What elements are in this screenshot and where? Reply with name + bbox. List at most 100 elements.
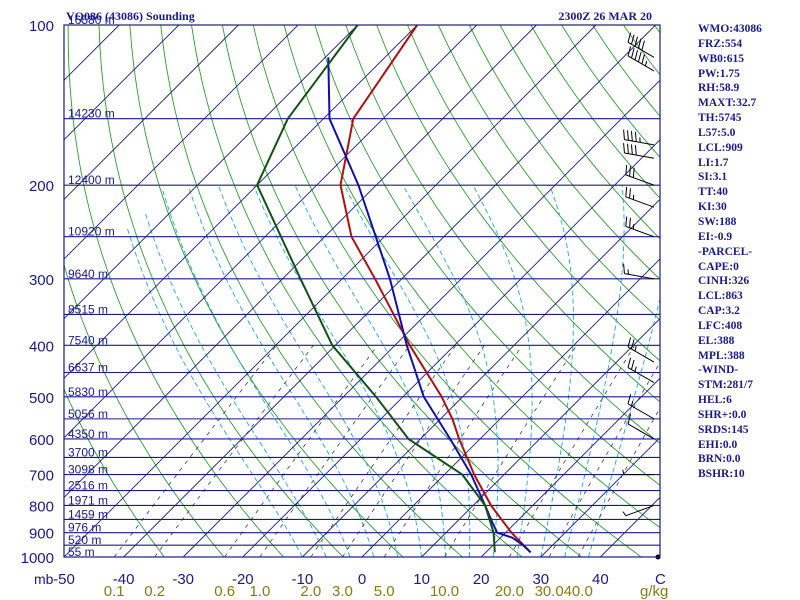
- moist-adiabat: [294, 184, 446, 557]
- sounding-series: [256, 25, 532, 554]
- pressure-tick-label: 700: [29, 468, 54, 485]
- height-label: 3700 m: [68, 445, 108, 459]
- stat-item: EHI:0.0: [698, 438, 738, 451]
- wind-barb: [625, 164, 655, 186]
- wind-barb-staff: [625, 225, 655, 238]
- wind-barb-flag: [641, 54, 645, 65]
- wind-barb-staff: [624, 273, 655, 280]
- height-label: 2516 m: [68, 479, 108, 493]
- stat-item: PW:1.75: [698, 67, 740, 80]
- pressure-tick-label: 500: [29, 390, 54, 407]
- isotherm-line: [123, 25, 656, 557]
- wind-barb-flag: [641, 40, 645, 51]
- moist-adiabat: [564, 185, 625, 557]
- wind-barb-staff: [624, 152, 655, 159]
- wind-barb-flag: [625, 186, 628, 197]
- wind-barb-staff: [627, 346, 655, 363]
- isotherm-line: [480, 377, 660, 557]
- wind-barb-flag: [631, 339, 635, 350]
- moist-adiabat: [343, 184, 471, 557]
- isotherm-line: [64, 25, 478, 439]
- moist-adiabat: [402, 184, 499, 557]
- wind-barb-half-flag: [634, 366, 637, 372]
- height-label: 976 m: [68, 521, 101, 535]
- moist-adiabat: [126, 227, 303, 557]
- wind-barb-half-flag: [631, 400, 634, 407]
- wind-barb-flag: [637, 52, 642, 63]
- wind-barb-flag: [629, 166, 631, 177]
- pressure-tick-label: 100: [29, 18, 54, 35]
- moist-adiabats: [126, 184, 660, 557]
- parcel-line: [327, 57, 532, 554]
- isotherm-line: [242, 139, 660, 557]
- mixing-ratio-tick-label: 0.2: [144, 583, 165, 600]
- isotherm-line: [182, 79, 660, 557]
- x-axis-unit: C: [655, 571, 666, 588]
- wind-barb: [627, 394, 655, 420]
- wind-barb-flag: [634, 36, 639, 47]
- height-label: 8515 m: [68, 302, 108, 316]
- wind-barb-flag: [632, 167, 635, 178]
- isobars: [64, 25, 660, 557]
- height-label: 7540 m: [68, 333, 108, 347]
- wind-barb-flag: [625, 164, 628, 175]
- wind-barb: [625, 216, 655, 238]
- wind-barb: [622, 504, 655, 517]
- stat-item: MPL:388: [698, 349, 745, 362]
- pressure-tick-label: 400: [29, 338, 54, 355]
- isotherm-line: [64, 25, 239, 201]
- sounding-indices-panel: WMO:43086 FRZ:554 WB0:615 PW:1.75 RH:58.9 MAX…: [698, 22, 798, 482]
- wind-barb-staff: [627, 423, 655, 440]
- isotherm-line: [421, 317, 660, 557]
- wind-barb-flag: [627, 357, 632, 368]
- mixing-ratio-line: [548, 361, 660, 557]
- isotherm-line: [64, 25, 180, 141]
- mixing-ratio-tick-label: 20.0: [495, 583, 524, 600]
- moist-adiabat: [540, 184, 574, 557]
- height-label: 5056 m: [68, 407, 108, 421]
- moist-adiabat: [217, 184, 399, 557]
- moist-adiabat: [253, 184, 423, 557]
- stat-item: WMO:43086: [698, 23, 762, 35]
- stat-item: FRZ:554: [698, 37, 743, 50]
- stat-item: -PARCEL-: [698, 245, 753, 258]
- plot-frame: [63, 24, 661, 558]
- mixing-ratio-tick-label: 3.0: [332, 583, 353, 600]
- mixing-ratio-line: [310, 345, 457, 557]
- wind-barb: [625, 186, 655, 208]
- stat-item: CAPE:0: [698, 260, 739, 273]
- wind-barb: [627, 357, 655, 383]
- stat-item: KI:30: [698, 201, 727, 214]
- wind-barb-staff: [627, 55, 655, 72]
- pressure-tick-label: 600: [29, 432, 54, 449]
- mixing-ratio-tick-labels: 0.1 0.2 0.6 1.0 2.0 3.0 5.0 10.0 20.0 30.0 40.0: [104, 583, 593, 600]
- stat-item: SRDS:145: [698, 423, 749, 436]
- height-label: 5830 m: [68, 385, 108, 399]
- wind-barb-flag: [629, 217, 631, 228]
- mixing-ratio-tick-label: 1.0: [249, 583, 270, 600]
- stat-item: CINH:326: [698, 275, 750, 288]
- stat-item: LCL:909: [698, 141, 743, 154]
- wind-barb-flag: [627, 130, 629, 141]
- wind-barb-flag: [631, 34, 635, 45]
- wind-barb-staff: [624, 139, 655, 146]
- stat-item: SI:3.1: [698, 171, 728, 184]
- mixing-ratio-line: [224, 345, 378, 557]
- stat-item: L57:5.0: [698, 126, 736, 139]
- temperature-tick-label: -50: [53, 571, 75, 588]
- wind-barb-flag: [627, 143, 629, 154]
- stat-item: WB0:615: [698, 52, 744, 65]
- wind-barb-flag: [627, 32, 632, 43]
- chart-timestamp: 2300Z 26 MAR 20: [558, 9, 652, 23]
- mixing-ratio-tick-label: 5.0: [374, 583, 395, 600]
- isotherm-line: [540, 437, 660, 557]
- temperature-tick-label: -20: [232, 571, 254, 588]
- isotherm-line: [64, 25, 597, 557]
- stat-item: MAXT:32.7: [698, 97, 757, 110]
- dry-adiabats: [64, 25, 660, 557]
- wind-barbs: [622, 32, 661, 560]
- stat-item: HEL:6: [698, 394, 732, 407]
- stat-item: STM:281/7: [698, 379, 753, 392]
- mixing-ratio-tick-label: 2.0: [300, 583, 321, 600]
- height-label: 1971 m: [68, 493, 108, 507]
